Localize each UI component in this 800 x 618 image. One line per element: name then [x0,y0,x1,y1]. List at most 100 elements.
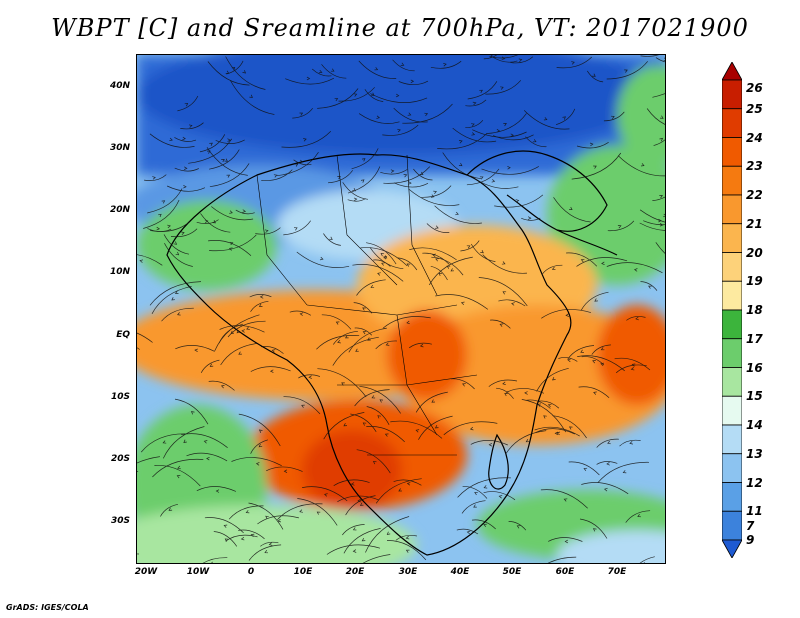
streamline [356,279,386,296]
streamline [413,168,433,181]
streamline [408,188,460,206]
streamline-arrow [273,174,278,178]
streamline [260,541,279,547]
streamline [143,199,180,229]
streamline [581,482,629,495]
streamline [200,359,220,373]
streamline-arrow [330,68,335,72]
streamline [298,374,321,379]
streamline-arrow [228,247,233,251]
streamline [485,80,522,95]
streamline-arrow [224,538,229,542]
streamline [362,554,391,563]
streamline [452,127,497,143]
streamline [421,185,452,198]
lon-label-10e: 10E [293,567,313,577]
streamline-arrow [479,176,484,180]
streamline [617,155,665,177]
temperature-shading [137,55,665,563]
streamline-arrow [659,137,664,142]
streamline [614,357,651,371]
streamline [639,222,665,231]
streamline-arrow [381,262,385,266]
streamline [382,316,431,329]
streamline [196,486,237,492]
streamline-arrow [301,404,305,408]
streamline-arrow [552,377,556,381]
streamline [639,209,665,223]
streamline [408,342,432,349]
streamline [409,247,457,261]
streamline-arrow [335,321,340,325]
streamline [250,300,269,312]
streamline-arrow [637,513,641,518]
streamline-arrow [543,415,547,419]
streamline [652,196,665,201]
streamline-arrow [630,367,635,371]
streamline-arrow [395,93,400,98]
streamline [418,415,453,440]
streamline-arrow [547,403,552,408]
streamline-arrow [410,79,415,84]
streamline [625,510,651,523]
streamline-arrow [303,138,307,142]
streamline-arrow [341,382,345,386]
streamline-arrow [400,62,405,66]
streamline [397,257,418,271]
streamline-arrow [419,171,424,175]
streamline-arrow [319,256,324,261]
streamline [161,307,194,322]
streamline [348,327,387,353]
streamline-arrow [471,132,476,136]
streamline [571,152,622,180]
streamline-arrow [352,549,357,553]
streamline-arrow [406,320,410,325]
colorbar-segment [722,453,742,483]
streamline-arrow [227,138,231,142]
streamline [580,291,609,311]
streamline-arrow [221,159,225,163]
lat-label-10n: 10N [109,267,130,277]
streamline-arrow [329,236,333,240]
streamline-arrow [367,337,371,341]
streamline [483,491,516,501]
streamline-arrow [543,117,548,121]
streamline-arrow [443,62,447,67]
colorbar-label: 22 [746,188,763,202]
streamline [215,139,245,144]
streamline-arrow [173,241,178,245]
streamline [640,55,659,57]
streamline [196,219,219,225]
streamline-arrow [350,482,355,486]
streamline [225,534,258,542]
streamline-arrow [498,495,503,499]
streamline [450,378,475,390]
streamline [478,277,528,307]
colorbar-segment [722,252,742,282]
streamline-arrow [377,415,381,419]
lon-label-30e: 30E [398,567,418,577]
streamline [435,294,489,310]
streamline [163,234,190,255]
streamline [204,517,244,534]
streamline-arrow [352,188,357,192]
streamline [568,461,600,476]
streamline [321,314,352,330]
lon-label-70e: 70E [607,567,627,577]
streamline-arrow [450,268,455,272]
colorbar-label: 15 [746,389,763,404]
streamline-arrow [174,290,179,294]
streamline-arrow [362,330,367,335]
streamline-arrow [362,307,366,311]
streamline [213,531,238,547]
streamline [285,77,335,85]
streamline-arrow [525,439,530,443]
streamline-arrow [500,86,504,90]
streamline [202,557,228,563]
streamline [547,556,577,563]
streamline [619,439,641,447]
colorbar-segment [722,395,742,426]
streamline-arrow [433,190,437,195]
streamline [535,428,575,435]
colorbar-segment [722,79,742,110]
